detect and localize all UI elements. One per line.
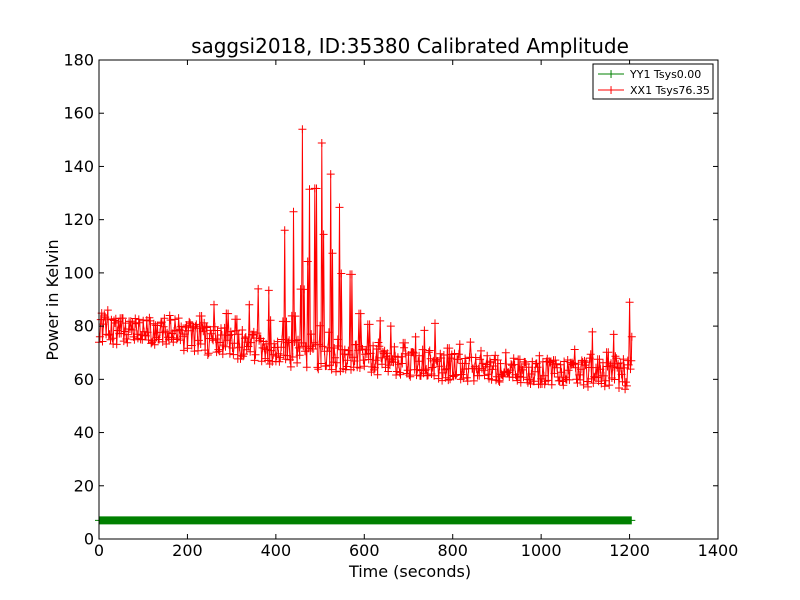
y-tick-label: 20 <box>74 476 94 495</box>
y-tick-label: 120 <box>63 210 94 229</box>
x-tick-label: 1400 <box>698 541 739 560</box>
x-tick-label: 1200 <box>609 541 650 560</box>
y-tick-label: 160 <box>63 104 94 123</box>
legend-label-xx1: XX1 Tsys76.35 <box>630 84 710 97</box>
legend-box <box>592 63 714 100</box>
x-tick-label: 200 <box>172 541 203 560</box>
axis-ticks: 0 200 400 600 800 1000 1200 1400 0 20 40 60 80 100 120… <box>63 51 738 561</box>
series-xx1 <box>95 125 636 394</box>
x-tick-label: 1000 <box>521 541 562 560</box>
series-markers <box>95 516 636 525</box>
legend: + YY1 Tsys0.00 + XX1 Tsys76.35 <box>592 63 714 100</box>
plot-frame <box>98 59 719 540</box>
x-tick-label: 600 <box>349 541 380 560</box>
x-axis-title: Time (seconds) <box>348 562 471 581</box>
legend-marker-xx1: + <box>606 83 616 97</box>
x-tick-label: 0 <box>94 541 104 560</box>
series-yy1 <box>95 516 636 525</box>
x-tick-label: 400 <box>261 541 292 560</box>
chart-title: saggsi2018, ID:35380 Calibrated Amplitud… <box>191 34 629 58</box>
x-tick-label: 800 <box>437 541 468 560</box>
y-tick-label: 140 <box>63 157 94 176</box>
y-tick-label: 80 <box>74 317 94 336</box>
y-tick-label: 40 <box>74 423 94 442</box>
legend-marker-yy1: + <box>606 67 616 81</box>
y-tick-label: 0 <box>84 530 94 549</box>
series-markers <box>95 125 636 394</box>
y-tick-label: 60 <box>74 370 94 389</box>
legend-label-yy1: YY1 Tsys0.00 <box>629 68 701 81</box>
y-axis-title: Power in Kelvin <box>43 239 62 360</box>
y-tick-label: 100 <box>63 263 94 282</box>
y-tick-label: 180 <box>63 51 94 70</box>
plot-area <box>95 125 636 525</box>
